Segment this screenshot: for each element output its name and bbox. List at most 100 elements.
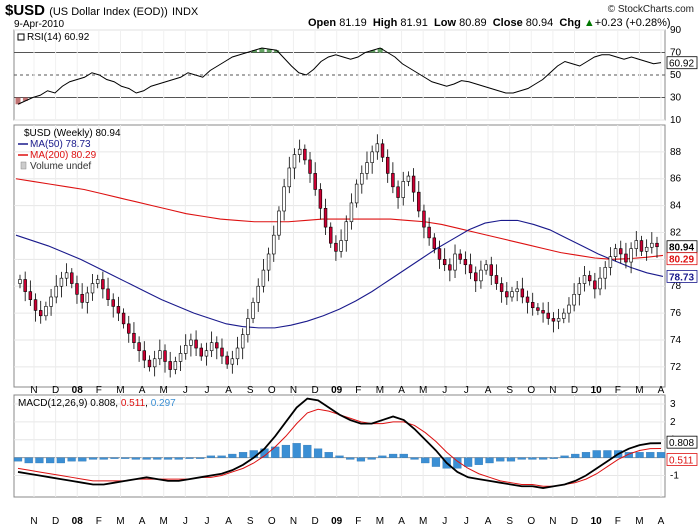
macd-histogram-bar (656, 452, 666, 458)
candle-up (360, 173, 364, 185)
candle-up (158, 350, 162, 360)
price-legend-ma50: MA(50) 78.73 (30, 139, 91, 150)
low-label: Low (434, 17, 457, 29)
x-tick-label: O (527, 385, 535, 396)
rsi-tick-label: 50 (670, 70, 682, 81)
candle-up (479, 269, 483, 282)
candle-up (484, 264, 488, 271)
candle-down (111, 299, 115, 307)
candle-up (634, 240, 638, 249)
candle-down (624, 253, 628, 263)
macd-histogram-bar (228, 453, 237, 458)
candle-down (225, 355, 229, 365)
macd-histogram-bar (539, 457, 548, 460)
candle-up (277, 210, 281, 236)
macd-histogram-bar (646, 452, 655, 458)
high-label: High (372, 17, 398, 29)
candle-up (282, 186, 286, 212)
x-tick-label: D (52, 385, 59, 396)
open-value: 81.19 (339, 17, 367, 29)
macd-histogram-bar (281, 444, 291, 458)
x-tick-label: M (635, 516, 643, 527)
candle-up (598, 277, 602, 290)
macd-histogram-bar (496, 457, 505, 462)
macd-histogram-bar (153, 457, 162, 460)
candle-down (75, 283, 79, 295)
price-tick-label: 72 (670, 362, 682, 373)
open-label: Open (308, 17, 337, 29)
price-tick-label: 84 (670, 201, 682, 212)
ohlc-readout: Open 81.19 High 81.91 Low 80.89 Close 80… (308, 17, 671, 29)
candle-up (453, 253, 457, 271)
x-axis-price: N D 08 F M A M J J A S O N D 09 F M A M J J A S O N D 10 F M A (30, 385, 664, 396)
candle-up (375, 143, 380, 153)
price-tick-label: 82 (670, 227, 682, 238)
ma200-last-label: 80.29 (669, 255, 694, 266)
x-tick-label: F (615, 516, 621, 527)
candle-up (54, 285, 58, 298)
macd-last-label: 0.808 (669, 438, 694, 449)
candle-up (90, 283, 95, 294)
x-tick-label: N (30, 385, 37, 396)
macd-last-box (666, 453, 698, 466)
macd-histogram-bar (56, 457, 65, 464)
candle-up (297, 148, 302, 155)
macd-tick-label: -1 (670, 471, 679, 482)
rsi-legend-swatch (17, 33, 25, 41)
macd-histogram-bar (581, 452, 591, 458)
x-tick-label: A (225, 516, 232, 527)
x-tick-label: O (268, 516, 276, 527)
x-tick-label: 10 (591, 516, 603, 527)
candle-up (572, 293, 576, 306)
x-tick-label: J (464, 385, 469, 396)
macd-legend-value: 0.808 (90, 398, 115, 409)
macd-histogram-bar (163, 457, 173, 460)
price-tick-label: 76 (670, 308, 682, 319)
candle-up (370, 151, 374, 163)
candle-down (391, 173, 395, 188)
exchange: INDX (171, 6, 199, 18)
rsi-tick-label: 10 (670, 115, 682, 126)
candle-down (520, 288, 525, 298)
x-tick-label: N (290, 516, 297, 527)
price-legend-ma200: MA(200) 80.29 (30, 150, 97, 161)
rsi-legend: RSI(14) 60.92 (17, 32, 90, 43)
candle-down (499, 283, 504, 292)
candle-down (28, 291, 33, 300)
macd-histogram-bar (324, 452, 333, 458)
price-tick-label: 86 (670, 174, 682, 185)
candle-down (199, 347, 203, 357)
candle-up (344, 221, 348, 241)
candle-up (644, 246, 649, 252)
x-tick-label: 10 (591, 385, 603, 396)
x-tick-label: M (419, 385, 427, 396)
rsi-series (15, 47, 662, 105)
x-tick-label: 09 (331, 385, 343, 396)
candle-down (80, 293, 84, 303)
candle-up (365, 162, 369, 174)
candle-up (246, 318, 250, 335)
x-tick-label: S (247, 385, 254, 396)
symbol: $USD (5, 2, 46, 19)
x-tick-label: D (311, 516, 318, 527)
candle-up (272, 234, 276, 255)
x-tick-label: 08 (72, 516, 84, 527)
x-tick-label: O (268, 385, 276, 396)
candle-up (240, 334, 245, 349)
close-label: Close (492, 17, 523, 29)
macd-histogram-bar (206, 455, 216, 458)
macd-histogram-bar (292, 443, 301, 458)
macd-histogram-bar (378, 455, 387, 458)
x-tick-label: D (571, 516, 578, 527)
x-tick-label: D (52, 516, 59, 527)
candle-down (458, 253, 462, 260)
candle-up (49, 296, 53, 307)
candle-down (427, 226, 431, 239)
candle-up (354, 183, 359, 204)
x-tick-label: F (615, 385, 621, 396)
candle-down (530, 302, 535, 309)
macd-histogram-bar (88, 457, 98, 460)
candle-down (168, 361, 172, 370)
candle-down (587, 275, 592, 282)
candle-up (261, 269, 266, 287)
